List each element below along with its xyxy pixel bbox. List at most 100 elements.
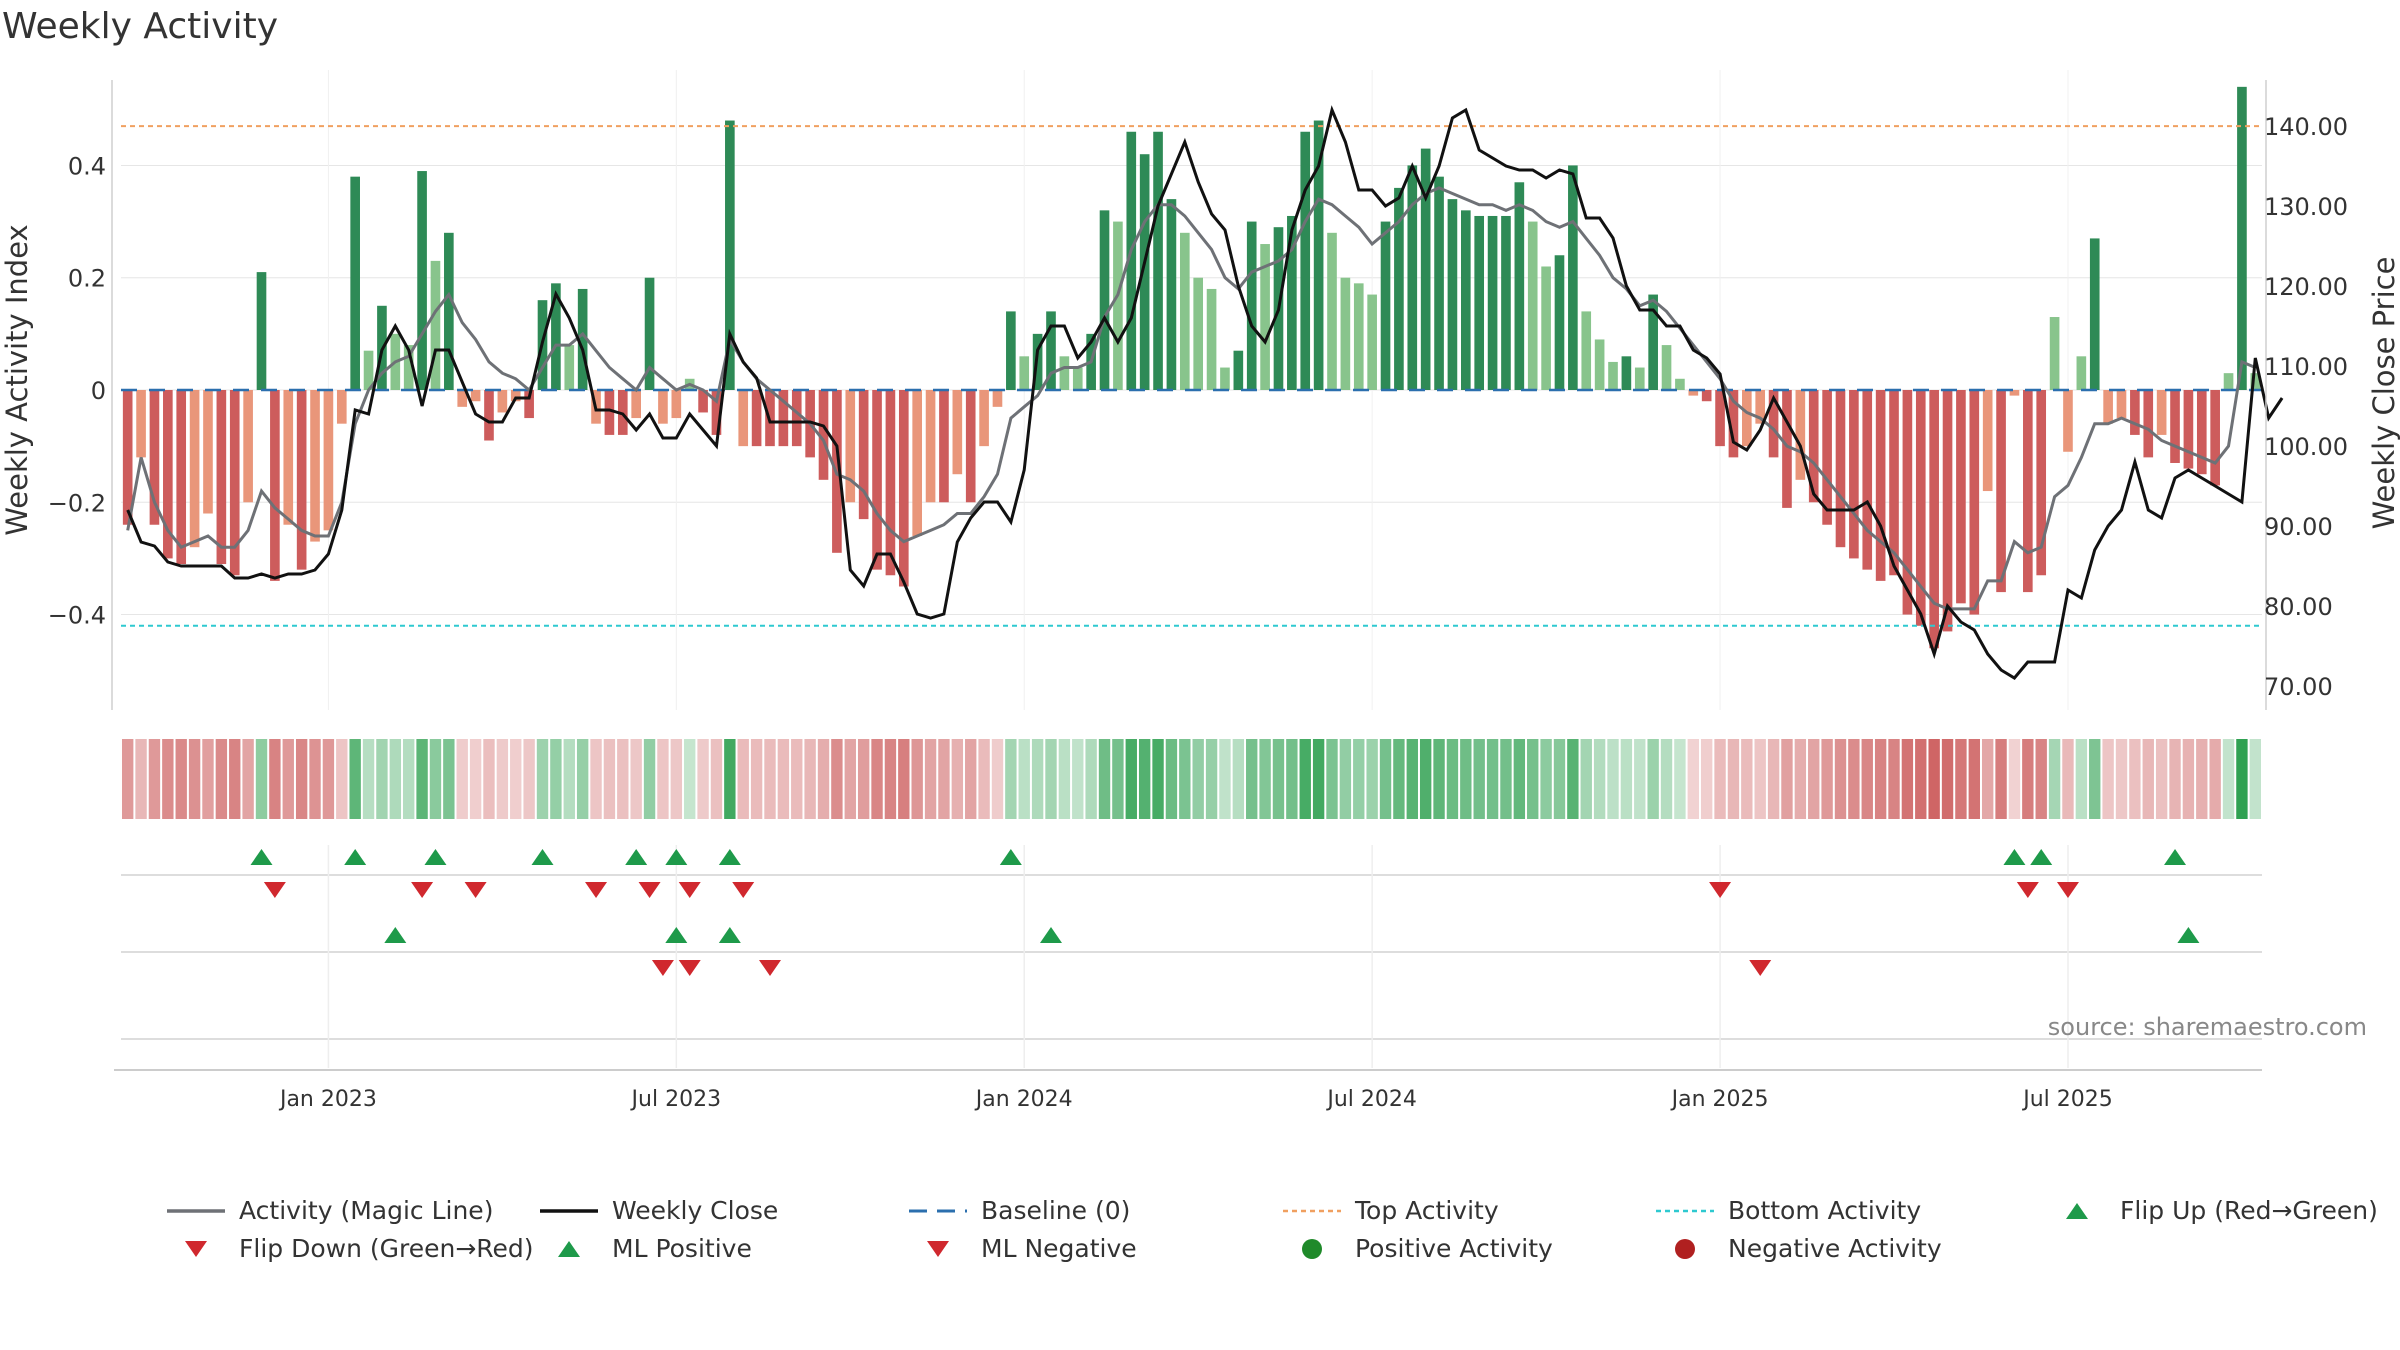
- activity-bar: [524, 390, 534, 419]
- heat-strip-cell: [1968, 739, 1980, 819]
- activity-bar: [1742, 390, 1752, 447]
- heat-strip-cell: [670, 739, 683, 819]
- activity-bar: [1367, 294, 1377, 390]
- heat-strip-cell: [469, 739, 482, 819]
- activity-bar: [898, 390, 909, 587]
- activity-bar: [256, 272, 267, 390]
- activity-bar: [1006, 311, 1016, 390]
- legend-item: Bottom Activity: [1654, 1196, 1921, 1225]
- triangle-up-marker: [2164, 849, 2187, 865]
- heat-strip-cell: [1031, 739, 1044, 819]
- activity-bar: [925, 390, 936, 503]
- heat-strip-cell: [162, 739, 174, 819]
- heat-strip-cell: [336, 739, 348, 819]
- activity-bar: [2076, 356, 2087, 390]
- activity-bar: [1046, 311, 1056, 390]
- heat-strip-cell: [1286, 739, 1298, 819]
- activity-bar: [658, 390, 668, 424]
- heat-strip-cell: [456, 739, 468, 819]
- heat-strip-cell: [1500, 739, 1512, 819]
- heat-strip-cell: [1607, 739, 1619, 819]
- heat-strip-cell: [1232, 739, 1245, 819]
- heat-strip-cell: [563, 739, 575, 819]
- activity-bar: [1862, 390, 1873, 570]
- heat-strip-cell: [844, 739, 856, 819]
- heat-strip-cell: [215, 739, 228, 819]
- activity-bar: [1835, 390, 1846, 548]
- activity-bar: [2023, 390, 2033, 593]
- activity-bar: [1541, 266, 1551, 390]
- legend-label: Activity (Magic Line): [239, 1196, 494, 1225]
- activity-bar: [1902, 390, 1913, 615]
- activity-bar: [631, 390, 641, 419]
- heat-strip-cell: [1647, 739, 1659, 819]
- chart-legend: Activity (Magic Line) Weekly Close Baselin…: [0, 1196, 2400, 1276]
- activity-bar: [1166, 199, 1177, 390]
- activity-bar: [1313, 120, 1324, 391]
- heat-strip-cell: [710, 739, 723, 819]
- source-credit: source: sharemaestro.com: [2048, 1013, 2367, 1041]
- activity-bar: [1206, 288, 1217, 390]
- heat-strip-cell: [924, 739, 937, 819]
- heat-strip-cell: [1714, 739, 1726, 819]
- activity-bar: [1782, 390, 1792, 508]
- activity-bar: [417, 171, 427, 390]
- activity-bar: [2089, 238, 2100, 390]
- activity-bar: [1889, 390, 1899, 576]
- activity-bar: [979, 390, 989, 447]
- heat-strip-cell: [1941, 739, 1954, 819]
- heat-strip-cell: [1741, 739, 1753, 819]
- heat-strip-cell: [1634, 739, 1646, 819]
- y-tick-label-left: −0.4: [48, 602, 106, 630]
- magic-line: [126, 186, 2256, 611]
- activity-bar: [1755, 390, 1766, 424]
- heat-strip-cell: [737, 739, 749, 819]
- activity-bar: [751, 390, 762, 447]
- activity-bar: [1514, 182, 1525, 390]
- legend-item: ML Negative: [907, 1234, 1137, 1263]
- heat-strip-cell: [1700, 739, 1713, 819]
- activity-bar: [444, 232, 454, 390]
- legend-swatch-icon: [907, 1236, 969, 1262]
- heat-strip-cell: [1152, 739, 1164, 819]
- heat-strip-cell: [991, 739, 1004, 819]
- heat-strip-cell: [938, 739, 950, 819]
- activity-bar: [725, 120, 735, 391]
- activity-bar: [243, 390, 253, 503]
- heat-strip-cell: [2102, 739, 2114, 819]
- heat-strip-cell: [349, 739, 361, 819]
- legend-item: Positive Activity: [1281, 1234, 1553, 1263]
- heat-strip-cell: [1179, 739, 1191, 819]
- activity-bar: [1246, 221, 1257, 390]
- heat-strip-cell: [1754, 739, 1766, 819]
- heat-strip-cell: [911, 739, 923, 819]
- heat-strip-cell: [1955, 739, 1967, 819]
- heat-strip-cell: [697, 739, 709, 819]
- heat-strip-cell: [2169, 739, 2181, 819]
- heat-strip-cell: [443, 739, 455, 819]
- activity-bar: [698, 390, 708, 413]
- activity-bar: [939, 390, 949, 503]
- y-tick-label-right: 100.00: [2264, 433, 2348, 461]
- heat-strip-cell: [510, 739, 522, 819]
- activity-bar: [1380, 221, 1391, 390]
- activity-bar: [163, 390, 173, 559]
- triangle-down-marker: [651, 960, 674, 976]
- activity-bar: [350, 176, 360, 390]
- heat-strip-cell: [309, 739, 321, 819]
- activity-bar: [1260, 244, 1270, 390]
- heat-strip-cell: [871, 739, 883, 819]
- activity-bar: [497, 390, 508, 413]
- heat-strip-cell: [1192, 739, 1204, 819]
- activity-bar: [1126, 131, 1137, 390]
- activity-bar: [912, 390, 923, 536]
- activity-bar: [1113, 221, 1123, 390]
- heat-strip-cell: [1018, 739, 1030, 819]
- heat-strip-cell: [2062, 739, 2074, 819]
- y-axis-left-label: Weekly Activity Index: [0, 224, 34, 535]
- triangle-up-marker: [718, 927, 741, 943]
- heat-strip-cell: [2048, 739, 2061, 819]
- activity-bar: [1568, 165, 1578, 390]
- activity-bar: [1942, 390, 1953, 632]
